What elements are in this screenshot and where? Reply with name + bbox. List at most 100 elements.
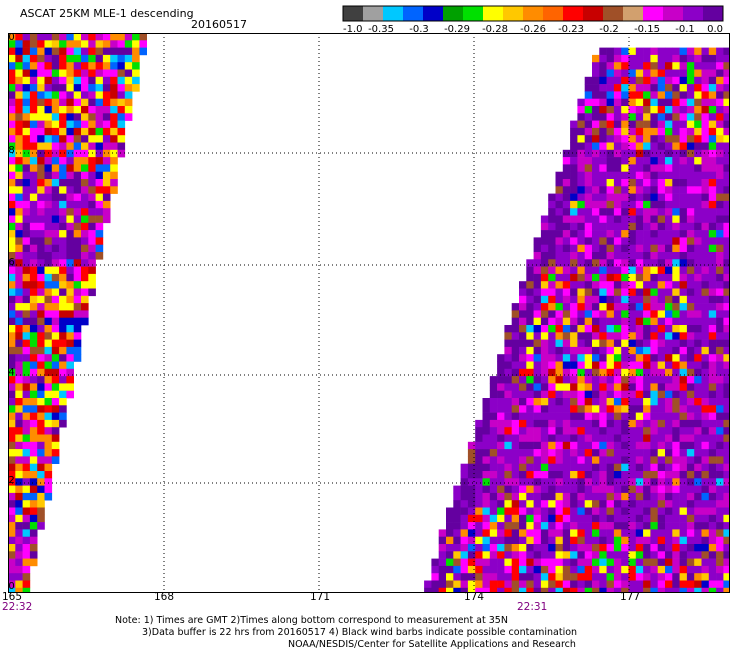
mle-cell [526,339,534,348]
color-scale-tick-label: -1.0 [343,24,363,33]
mle-cell [73,354,82,362]
mle-cell [431,558,439,567]
mle-cell [701,376,710,384]
mle-cell [657,514,666,523]
mle-cell [95,237,104,245]
mle-cell [453,544,461,552]
mle-cell [679,208,688,216]
mle-cell [540,295,549,304]
mle-cell [635,84,644,92]
mle-cell [701,76,710,85]
mle-cell [59,54,67,63]
mle-cell [548,587,556,593]
mle-cell [59,33,67,41]
mle-cell [599,332,607,340]
mle-cell [59,266,67,275]
mle-cell [482,507,491,516]
mle-cell [606,171,615,180]
mle-cell [497,492,505,501]
mle-cell [37,507,45,516]
mle-cell [570,266,578,275]
mle-cell [504,390,512,399]
mle-cell [613,325,622,333]
mle-cell [613,91,622,99]
mle-cell [665,237,673,245]
mle-cell [29,62,38,70]
mle-cell [592,529,600,537]
mle-cell [59,208,67,216]
mle-cell [44,434,53,443]
mle-cell [716,98,724,107]
mle-cell [95,91,104,99]
mle-cell [8,62,16,70]
mle-cell [716,507,724,516]
mle-cell [635,120,644,129]
mle-cell [657,419,666,428]
mle-cell [533,376,542,384]
mle-cell [482,412,491,421]
mle-cell [694,157,702,165]
mle-cell [621,485,629,494]
mle-cell [59,47,67,56]
mle-cell [628,471,637,479]
mle-cell [570,558,578,567]
mle-cell [701,405,710,413]
mle-cell [44,171,53,180]
mle-cell [701,434,710,443]
mle-cell [679,492,688,501]
mle-cell [8,164,16,172]
mle-cell [8,230,16,238]
mle-cell [643,544,651,552]
mle-cell [562,551,571,559]
mle-cell [650,259,658,267]
mle-cell [665,230,673,238]
mle-cell [635,485,644,494]
mle-cell [562,412,571,421]
mle-cell [29,449,38,457]
mle-cell [37,237,45,245]
mle-cell [66,354,74,362]
color-scale-tick-label: -0.3 [409,24,429,33]
mle-cell [22,127,31,136]
mle-cell [665,193,673,202]
mle-cell [489,441,498,450]
mle-cell [599,492,607,501]
mle-cell [453,536,461,545]
mle-cell [577,383,585,391]
mle-cell [570,434,578,443]
mle-cell [657,266,666,275]
mle-cell [650,179,658,187]
mle-cell [8,522,16,530]
mle-cell [489,522,498,530]
mle-cell [716,434,724,443]
mle-cell [686,310,695,318]
mle-cell [701,419,710,428]
mle-cell [15,456,23,464]
mle-cell [635,449,644,457]
mle-cell [613,273,622,282]
mle-cell [592,558,600,567]
mle-cell [599,186,607,194]
mle-cell [628,149,637,158]
mle-cell [621,522,629,530]
mle-cell [8,514,16,523]
mle-cell [621,135,629,143]
mle-cell [504,471,512,479]
mle-cell [701,164,710,172]
mle-cell [686,120,695,129]
mle-cell [628,98,637,107]
mle-cell [81,208,89,216]
mle-cell [95,244,104,253]
mle-cell [665,200,673,209]
mle-cell [628,558,637,567]
mle-cell [613,237,622,245]
mle-cell [8,84,16,92]
mle-cell [44,427,53,435]
mle-cell [533,405,542,413]
mle-cell [577,492,585,501]
mle-cell [694,580,702,589]
mle-cell [584,434,593,443]
mle-cell [66,106,74,114]
mle-cell [475,485,483,494]
mle-cell [22,390,31,399]
